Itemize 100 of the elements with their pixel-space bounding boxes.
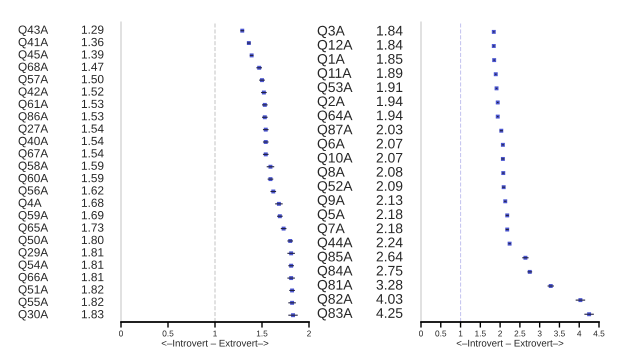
y-tick-label: Q66A [18, 272, 48, 284]
x-tick-label: 1.5 [475, 330, 486, 336]
data-label: 2.03 [376, 124, 402, 134]
y-tick-label: Q61A [18, 100, 48, 110]
y-tick-label: Q29A [18, 248, 48, 259]
data-label: 1.54 [82, 149, 104, 158]
data-label: 1.81 [82, 248, 104, 257]
x-tick-label: 3 [538, 330, 542, 336]
x-tick-label: 4 [577, 330, 582, 336]
y-tick-label: Q87A [318, 124, 352, 137]
data-label: 2.09 [376, 181, 402, 191]
y-tick-label: Q51A [18, 285, 48, 296]
data-label: 1.53 [82, 100, 104, 108]
x-tick-label: 0 [419, 330, 423, 336]
data-label: 1.85 [377, 54, 402, 64]
y-tick-label: Q30A [18, 310, 48, 320]
data-label: 2.07 [376, 152, 402, 163]
y-tick-label: Q2A [318, 96, 345, 109]
data-label: 1.47 [82, 62, 104, 71]
data-label: 1.52 [82, 87, 104, 96]
data-label: 1.83 [82, 310, 104, 318]
data-label: 1.94 [377, 96, 403, 106]
x-tick-label: 1.5 [256, 330, 268, 336]
y-tick-label: Q27A [18, 124, 48, 135]
data-label: 1.81 [82, 272, 104, 282]
data-label: 2.18 [376, 209, 402, 220]
data-label: 1.50 [82, 74, 104, 84]
data-label: 1.94 [377, 110, 403, 120]
y-tick-label: Q81A [318, 280, 352, 292]
data-label: 1.68 [82, 198, 104, 208]
data-label: 2.24 [376, 238, 403, 248]
y-tick-label: Q11A [318, 68, 352, 80]
data-label: 1.82 [82, 285, 104, 294]
x-tick-label: 1 [213, 330, 217, 336]
data-label: 1.81 [82, 260, 104, 269]
data-label: 1.59 [82, 174, 104, 182]
data-label: 2.07 [376, 138, 402, 149]
y-tick-label: Q57A [18, 74, 48, 86]
x-tick-label: 3.5 [554, 330, 565, 336]
y-tick-label: Q67A [18, 149, 48, 160]
data-label: 1.29 [82, 25, 104, 34]
y-tick-label: Q58A [18, 162, 48, 172]
y-tick-label: Q7A [318, 223, 345, 236]
data-label: 4.25 [376, 308, 402, 318]
y-tick-label: Q55A [18, 298, 48, 308]
data-label: 1.89 [377, 68, 402, 78]
data-label: 2.75 [376, 266, 402, 276]
y-tick-label: Q6A [318, 138, 345, 152]
x-axis-title: <–Introvert – Extrovert–> [162, 340, 268, 347]
data-label: 2.08 [376, 166, 402, 177]
data-label: 1.80 [82, 236, 104, 244]
x-tick-label: 2 [307, 330, 311, 336]
y-tick-label: Q43A [18, 25, 48, 36]
x-tick-label: 0.5 [435, 330, 446, 336]
y-tick-label: Q52A [318, 181, 352, 194]
data-label: 1.69 [82, 211, 104, 220]
data-label: 1.39 [82, 50, 104, 59]
y-tick-label: Q4A [18, 198, 42, 210]
y-tick-label: Q1A [318, 54, 345, 66]
data-label: 1.82 [82, 298, 104, 306]
data-label: 2.18 [376, 223, 402, 234]
x-tick-label: 2.5 [514, 330, 526, 336]
data-label: 1.91 [377, 82, 402, 92]
y-tick-label: Q8A [318, 166, 345, 180]
y-tick-label: Q50A [18, 236, 48, 246]
y-tick-label: Q44A [318, 238, 352, 250]
data-label: 1.73 [82, 223, 104, 232]
data-label: 3.28 [376, 280, 402, 290]
y-tick-label: Q68A [18, 62, 48, 74]
y-tick-label: Q3A [318, 26, 345, 38]
y-tick-label: Q60A [18, 174, 48, 184]
x-tick-label: 1 [458, 330, 462, 336]
data-label: 1.54 [82, 124, 104, 133]
y-tick-label: Q12A [318, 40, 352, 52]
y-tick-label: Q56A [18, 186, 48, 197]
data-label: 4.03 [376, 294, 402, 304]
y-tick-label: Q54A [18, 260, 48, 271]
x-tick-label: 0 [119, 330, 123, 336]
data-label: 1.54 [82, 136, 104, 146]
y-tick-label: Q40A [18, 136, 48, 148]
y-tick-label: Q83A [318, 308, 352, 320]
y-tick-label: Q64A [318, 110, 352, 123]
y-tick-label: Q84A [318, 266, 352, 278]
x-tick-label: 0.5 [162, 330, 174, 336]
x-tick-label: 2 [498, 330, 502, 336]
y-tick-label: Q59A [18, 211, 48, 222]
data-label: 1.62 [82, 186, 104, 195]
data-label: 2.13 [376, 195, 402, 206]
data-label: 1.53 [82, 112, 104, 120]
y-tick-label: Q82A [318, 294, 352, 306]
x-tick-label: 4.5 [593, 330, 604, 336]
y-tick-label: Q42A [18, 87, 48, 98]
data-label: 1.84 [377, 40, 403, 50]
y-tick-label: Q85A [318, 252, 352, 264]
data-label: 1.36 [82, 38, 104, 46]
y-tick-label: Q41A [18, 38, 48, 48]
y-tick-label: Q9A [318, 195, 345, 208]
y-tick-label: Q53A [318, 82, 352, 95]
y-tick-label: Q65A [18, 223, 48, 234]
y-tick-label: Q45A [18, 50, 48, 61]
